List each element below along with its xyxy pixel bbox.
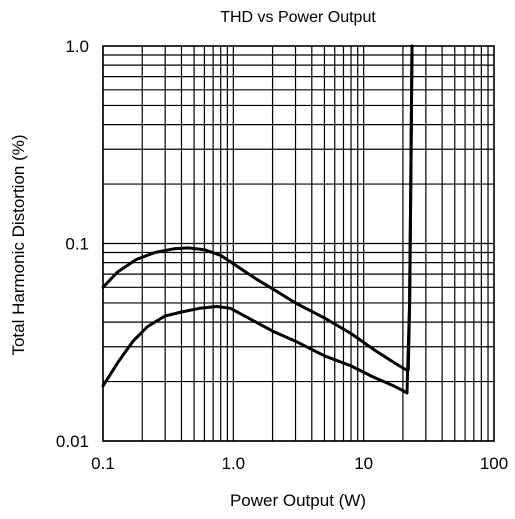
x-tick-label: 0.1	[91, 454, 115, 473]
y-tick-label: 0.1	[65, 235, 89, 254]
chart-title: THD vs Power Output	[220, 9, 376, 26]
y-axis-label: Total Harmonic Distortion (%)	[9, 134, 28, 355]
x-axis-label: Power Output (W)	[230, 491, 366, 510]
plot-grid	[102, 45, 495, 442]
y-tick-label: 1.0	[65, 37, 89, 56]
plot-series	[101, 44, 414, 395]
x-tick-label: 100	[480, 454, 508, 473]
x-tick-label: 10	[354, 454, 373, 473]
series-line-1	[101, 44, 414, 372]
series-line-2	[101, 44, 414, 395]
x-tick-label: 1.0	[222, 454, 246, 473]
y-tick-label: 0.01	[56, 432, 89, 451]
plot-frame	[102, 45, 495, 442]
